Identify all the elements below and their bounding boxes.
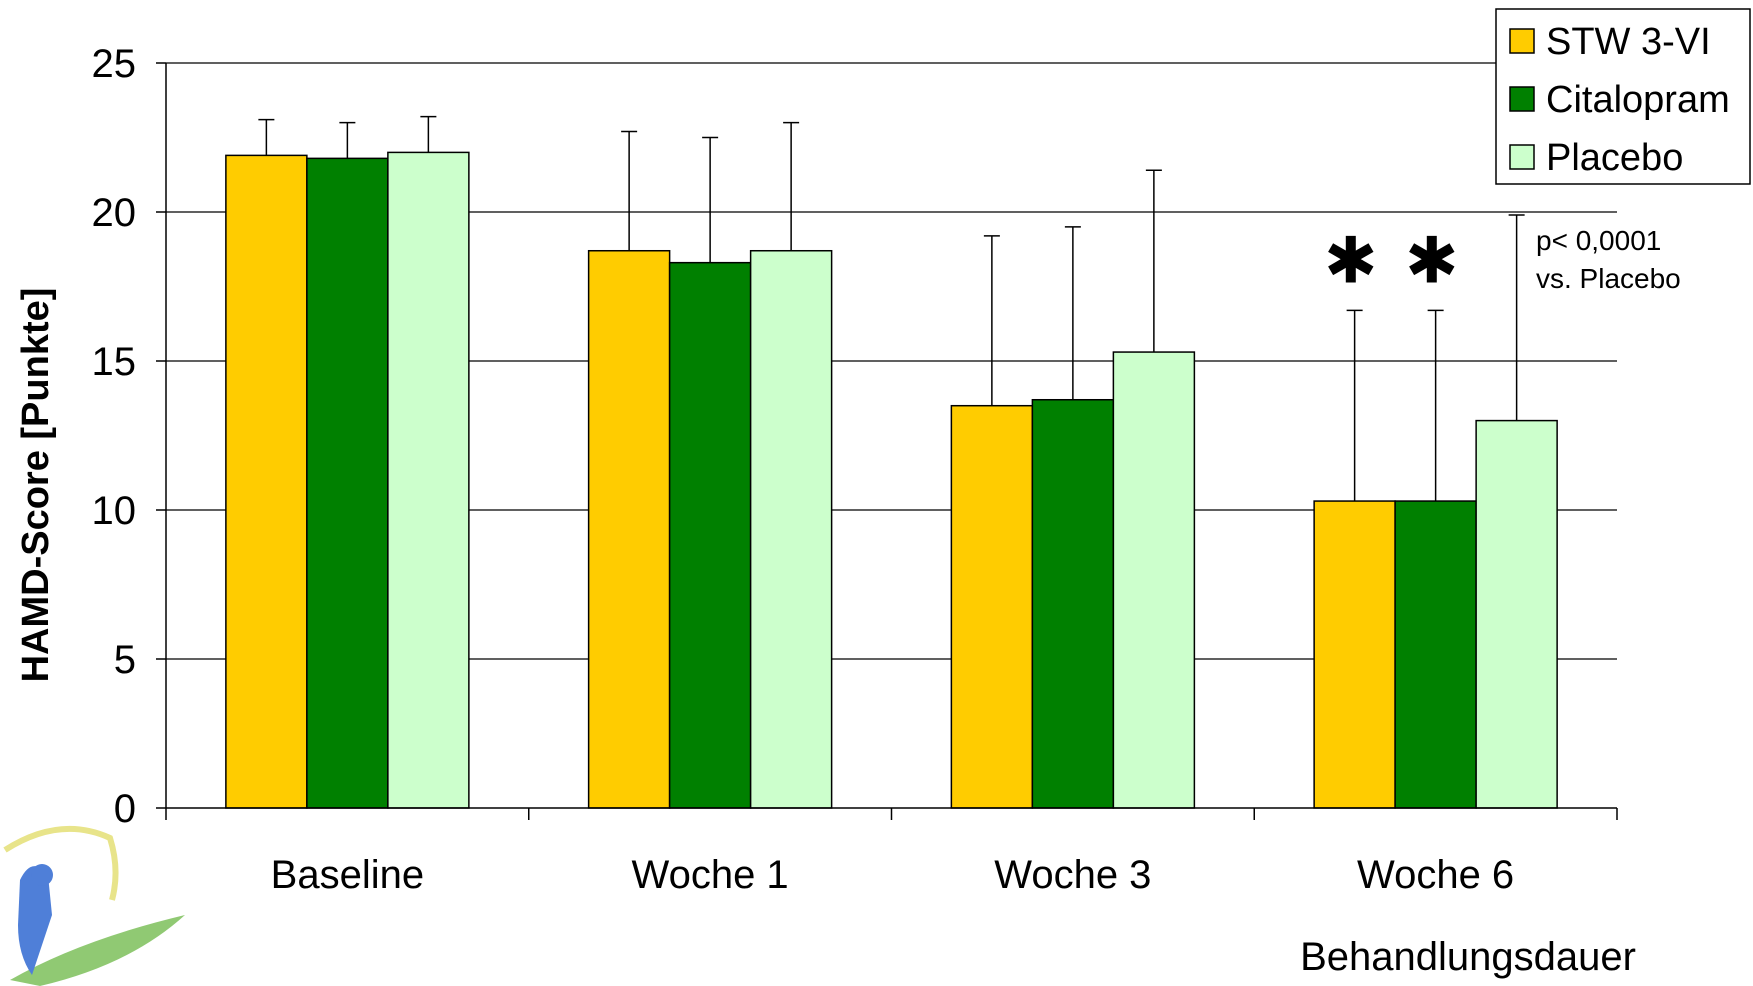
bar xyxy=(668,261,752,809)
legend-box xyxy=(1495,8,1751,185)
legend-swatch xyxy=(1509,28,1535,54)
y-tick-label: 20 xyxy=(92,191,137,235)
legend: STW 3-VI Citalopram Placebo xyxy=(1495,8,1751,185)
bar xyxy=(1394,500,1477,809)
bar xyxy=(1475,419,1558,809)
bar xyxy=(1313,500,1396,809)
bar xyxy=(587,249,671,809)
x-axis-title: Behandlungsdauer xyxy=(1300,935,1636,979)
bars xyxy=(225,151,1558,809)
logo-image xyxy=(3,825,185,986)
legend-swatch xyxy=(1509,144,1535,170)
bar xyxy=(225,154,308,809)
bar xyxy=(950,404,1034,809)
y-tick-label: 25 xyxy=(92,42,137,86)
bar xyxy=(1031,398,1115,809)
legend-label: Placebo xyxy=(1546,137,1683,179)
pvalue-line-1: p< 0,0001 xyxy=(1536,225,1661,256)
y-tick-label: 5 xyxy=(114,638,136,682)
y-tick-label: 15 xyxy=(92,340,137,384)
legend-label: Citalopram xyxy=(1546,79,1730,121)
y-tick-label: 10 xyxy=(92,489,137,533)
y-tick-label: 0 xyxy=(114,787,136,831)
significance-star: ✱ xyxy=(1405,224,1459,298)
category-label: Baseline xyxy=(271,853,424,897)
legend-swatch xyxy=(1509,86,1535,112)
category-label: Woche 3 xyxy=(994,853,1151,897)
y-axis-title: HAMD-Score [Punkte] xyxy=(15,288,57,683)
error-bars xyxy=(258,115,1525,502)
category-label: Woche 6 xyxy=(1357,853,1514,897)
category-label: Woche 1 xyxy=(632,853,789,897)
y-tick-labels: 0 5 10 15 20 25 xyxy=(92,42,137,831)
pvalue-line-2: vs. Placebo xyxy=(1536,263,1681,294)
significance-star: ✱ xyxy=(1324,224,1378,298)
significance-markers: ✱ ✱ xyxy=(1324,224,1459,298)
axes xyxy=(156,62,1618,820)
bar xyxy=(306,157,389,809)
legend-label: STW 3-VI xyxy=(1546,21,1711,63)
bar xyxy=(1112,351,1196,809)
category-labels: Baseline Woche 1 Woche 3 Woche 6 xyxy=(271,853,1515,897)
bar xyxy=(749,249,833,809)
bar xyxy=(387,151,470,809)
